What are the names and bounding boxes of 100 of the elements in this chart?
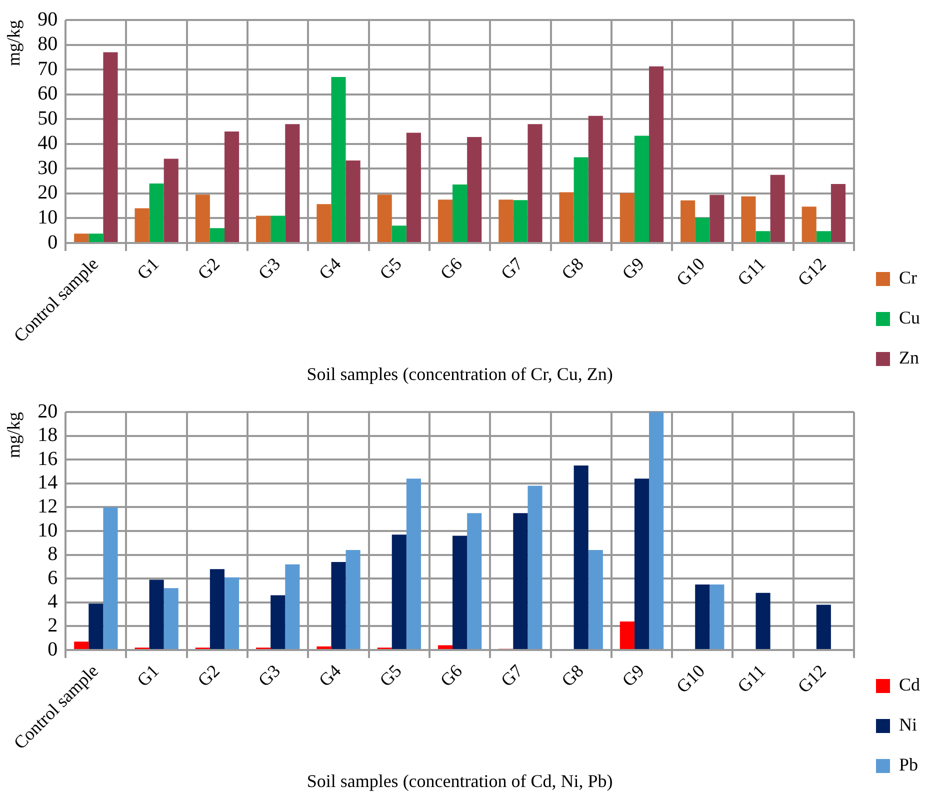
- x-tick-label: G5: [376, 254, 406, 284]
- y-tick-label: 14: [38, 472, 58, 494]
- bar: [756, 231, 770, 242]
- x-axis-title: Soil samples (concentration of Cr, Cu, Zn): [306, 364, 613, 384]
- legend-label: Ni: [898, 714, 917, 735]
- y-tick-label: 20: [38, 400, 58, 422]
- bar: [467, 136, 482, 242]
- x-axis-title: Soil samples (concentration of Cd, Ni, Pb): [306, 770, 613, 791]
- bar: [74, 234, 89, 242]
- bar: [270, 595, 286, 649]
- x-tick-label: G9: [618, 660, 648, 690]
- y-tick-label: 10: [38, 206, 58, 228]
- bar: [649, 412, 664, 649]
- x-tick-label: G4: [314, 254, 345, 284]
- bar: [377, 194, 392, 242]
- bar: [406, 132, 421, 242]
- legend-label: Cu: [898, 308, 920, 328]
- y-tick-label: 6: [48, 566, 58, 589]
- bar: [346, 550, 360, 649]
- x-tick-label: G12: [794, 254, 830, 290]
- bar: [513, 200, 528, 242]
- y-tick-label: 10: [38, 519, 58, 542]
- x-tick-label: G10: [672, 660, 709, 697]
- y-tick-label: 40: [38, 132, 58, 154]
- bar: [149, 184, 164, 242]
- bar: [224, 132, 240, 242]
- bar: [392, 226, 406, 242]
- bar: [316, 204, 332, 242]
- bar: [513, 513, 528, 649]
- y-tick-label: 70: [38, 58, 58, 80]
- bar: [256, 216, 271, 242]
- x-tick-label: G10: [672, 254, 709, 290]
- bar: [649, 66, 664, 242]
- x-tick-label: G8: [558, 254, 588, 284]
- y-tick-label: 18: [38, 424, 58, 446]
- bar: [452, 536, 468, 649]
- bar: [756, 592, 770, 649]
- y-tick-label: 4: [48, 590, 58, 613]
- bar: [331, 562, 346, 649]
- bar: [149, 580, 164, 649]
- bar: [406, 478, 421, 649]
- y-axis-title: mg/kg: [4, 412, 24, 458]
- bar: [285, 124, 300, 242]
- bar: [710, 194, 724, 242]
- bar: [620, 192, 634, 242]
- bar: [710, 584, 724, 649]
- bar: [88, 604, 104, 649]
- bar: [316, 646, 332, 649]
- x-tick-label: G3: [254, 660, 284, 690]
- bar: [467, 513, 482, 649]
- bar: [498, 200, 514, 242]
- x-tick-label: G7: [496, 660, 527, 690]
- x-tick-label: G4: [314, 660, 345, 690]
- y-tick-label: 0: [48, 231, 58, 254]
- bar: [695, 584, 710, 649]
- bar: [285, 564, 300, 649]
- x-tick-label: G1: [133, 254, 163, 284]
- bar: [438, 200, 453, 242]
- bar: [74, 642, 89, 649]
- bar: [574, 157, 588, 242]
- legend-label: Cr: [898, 268, 917, 288]
- bar: [634, 478, 650, 649]
- x-tick-label: G5: [376, 660, 406, 690]
- bar: [392, 534, 406, 649]
- x-tick-label: G1: [133, 660, 163, 690]
- bar: [452, 184, 468, 242]
- y-tick-label: 80: [38, 33, 58, 56]
- bar: [830, 184, 846, 242]
- x-tick-label: G2: [194, 660, 224, 690]
- bar: [164, 588, 178, 649]
- y-tick-label: 60: [38, 82, 58, 105]
- bar: [195, 194, 210, 242]
- y-tick-label: 30: [38, 156, 58, 179]
- legend-label: Zn: [898, 348, 919, 368]
- bar: [528, 486, 542, 649]
- bar: [164, 158, 178, 242]
- bar: [331, 76, 346, 242]
- x-tick-label: G12: [794, 660, 830, 697]
- bar: [88, 234, 104, 242]
- bar: [802, 206, 816, 242]
- bar: [588, 116, 603, 242]
- bar: [559, 192, 574, 242]
- bar: [210, 569, 224, 649]
- bar: [816, 231, 831, 242]
- y-tick-label: 2: [48, 614, 58, 636]
- y-tick-label: 90: [38, 8, 58, 30]
- bar: [528, 124, 542, 242]
- x-tick-label: G11: [734, 254, 770, 290]
- legend-label: Pb: [898, 754, 918, 775]
- bar: [438, 645, 453, 649]
- bar: [695, 218, 710, 242]
- bar: [588, 550, 603, 649]
- y-tick-label: 50: [38, 107, 58, 130]
- x-tick-label: G8: [558, 660, 588, 690]
- x-tick-label: G6: [436, 660, 466, 690]
- bar: [270, 216, 286, 242]
- bar: [770, 174, 785, 242]
- y-axis-title: mg/kg: [4, 20, 24, 66]
- x-tick-label: G6: [436, 254, 466, 284]
- x-tick-label: G2: [194, 254, 224, 284]
